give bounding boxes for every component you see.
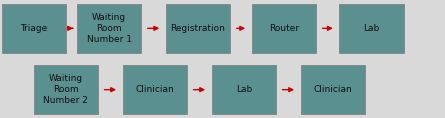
Text: Waiting
Room
Number 1: Waiting Room Number 1 — [86, 13, 132, 44]
Text: Lab: Lab — [364, 24, 380, 33]
Text: Lab: Lab — [236, 85, 252, 94]
FancyBboxPatch shape — [34, 65, 98, 114]
FancyBboxPatch shape — [301, 65, 365, 114]
Text: Clinician: Clinician — [313, 85, 352, 94]
Text: Waiting
Room
Number 2: Waiting Room Number 2 — [44, 74, 88, 105]
FancyBboxPatch shape — [252, 4, 316, 53]
FancyBboxPatch shape — [212, 65, 276, 114]
Text: Triage: Triage — [20, 24, 48, 33]
FancyBboxPatch shape — [122, 65, 187, 114]
Text: Registration: Registration — [170, 24, 226, 33]
FancyBboxPatch shape — [77, 4, 142, 53]
FancyBboxPatch shape — [2, 4, 66, 53]
Text: Clinician: Clinician — [135, 85, 174, 94]
Text: Router: Router — [269, 24, 299, 33]
FancyBboxPatch shape — [166, 4, 231, 53]
FancyBboxPatch shape — [340, 4, 404, 53]
